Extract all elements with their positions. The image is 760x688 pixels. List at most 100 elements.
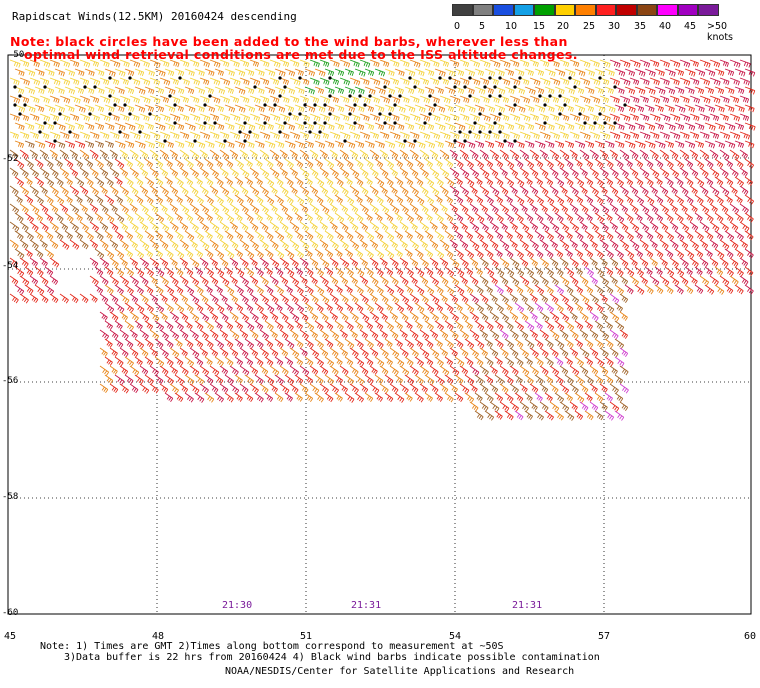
- wind-barb: [524, 122, 535, 131]
- wind-barb: [659, 203, 669, 214]
- wind-barb: [194, 194, 204, 205]
- wind-barb: [109, 329, 119, 340]
- wind-barb: [354, 302, 364, 313]
- wind-barb: [564, 284, 574, 295]
- wind-barb: [664, 212, 674, 223]
- wind-barb: [29, 185, 39, 196]
- wind-barb: [94, 284, 104, 294]
- wind-barb: [289, 149, 298, 159]
- wind-barb: [544, 230, 554, 241]
- wind-barb: [229, 185, 240, 196]
- wind-barb: [234, 86, 246, 95]
- wind-barb: [84, 68, 95, 77]
- wind-barb: [479, 77, 490, 86]
- wind-barb: [194, 140, 206, 149]
- wind-barb: [99, 221, 109, 232]
- wind-barb: [589, 365, 599, 376]
- wind-barb: [384, 122, 395, 131]
- wind-barb: [199, 311, 210, 322]
- wind-barb: [104, 86, 115, 95]
- wind-barb: [459, 257, 469, 268]
- wind-barb: [19, 167, 29, 178]
- wind-barb: [374, 266, 384, 277]
- wind-barb: [434, 392, 443, 402]
- wind-barb: [69, 185, 79, 196]
- legend-swatch: [636, 4, 657, 16]
- wind-barb: [529, 383, 539, 394]
- wind-barb: [319, 293, 330, 304]
- wind-barb: [464, 392, 475, 403]
- wind-barb: [514, 158, 524, 169]
- wind-barb: [364, 230, 375, 241]
- wind-barb: [34, 68, 45, 77]
- wind-barb: [394, 338, 403, 348]
- wind-barb: [569, 185, 579, 196]
- wind-barb: [689, 239, 699, 250]
- wind-barb: [114, 122, 126, 131]
- quality-flag-dot: [393, 103, 397, 107]
- wind-barb: [589, 275, 598, 285]
- quality-flag-dot: [468, 130, 472, 134]
- wind-barb: [304, 140, 314, 149]
- wind-barb: [474, 410, 484, 421]
- wind-barb: [419, 77, 430, 86]
- wind-barb: [729, 131, 741, 140]
- wind-barb: [309, 275, 318, 285]
- wind-barb: [384, 68, 395, 77]
- wind-barb: [99, 329, 110, 340]
- wind-barb: [704, 104, 716, 113]
- wind-barb: [454, 284, 465, 295]
- wind-barb: [439, 203, 448, 213]
- wind-barb: [464, 68, 476, 77]
- wind-barb: [394, 158, 404, 168]
- wind-barb: [629, 185, 639, 196]
- wind-barb: [629, 221, 640, 232]
- wind-barb: [279, 329, 289, 340]
- wind-barb: [554, 230, 565, 241]
- wind-barb: [319, 185, 329, 195]
- wind-barb: [179, 365, 189, 376]
- wind-barb: [114, 356, 124, 367]
- quality-flag-dot: [128, 76, 132, 80]
- wind-barb: [444, 302, 454, 313]
- wind-barb: [609, 113, 620, 122]
- quality-flag-dot: [598, 76, 602, 80]
- wind-barb: [379, 365, 389, 376]
- wind-barb: [704, 122, 716, 131]
- wind-barb: [589, 383, 598, 393]
- wind-barb: [144, 320, 154, 330]
- wind-barb: [614, 320, 625, 331]
- wind-barb: [404, 86, 415, 95]
- wind-barb: [289, 185, 298, 195]
- wind-barb: [24, 230, 34, 241]
- wind-barb: [139, 239, 150, 250]
- wind-barb: [694, 140, 705, 149]
- wind-barb: [344, 338, 355, 349]
- wind-barb: [624, 248, 635, 259]
- quality-flag-dot: [483, 85, 487, 89]
- wind-barb: [319, 275, 329, 286]
- wind-barb: [654, 68, 665, 77]
- wind-barb: [204, 122, 216, 131]
- wind-barb: [594, 356, 605, 367]
- wind-barb: [179, 257, 188, 267]
- wind-barb: [669, 257, 679, 268]
- wind-barb: [654, 122, 665, 131]
- wind-barb: [204, 338, 214, 349]
- wind-barb: [479, 365, 489, 376]
- wind-barb: [134, 212, 145, 223]
- wind-barb: [114, 140, 126, 149]
- wind-barb: [549, 167, 559, 178]
- wind-barb: [14, 122, 25, 131]
- wind-barb: [544, 392, 553, 402]
- wind-barb: [499, 311, 509, 322]
- wind-barb: [504, 356, 515, 367]
- wind-barb: [439, 149, 450, 160]
- wind-barb: [324, 338, 334, 349]
- wind-barb: [259, 167, 270, 178]
- wind-barb: [79, 203, 88, 213]
- wind-barb: [9, 95, 21, 104]
- wind-barb: [169, 95, 181, 104]
- wind-barb: [154, 158, 164, 169]
- wind-barb: [124, 212, 134, 223]
